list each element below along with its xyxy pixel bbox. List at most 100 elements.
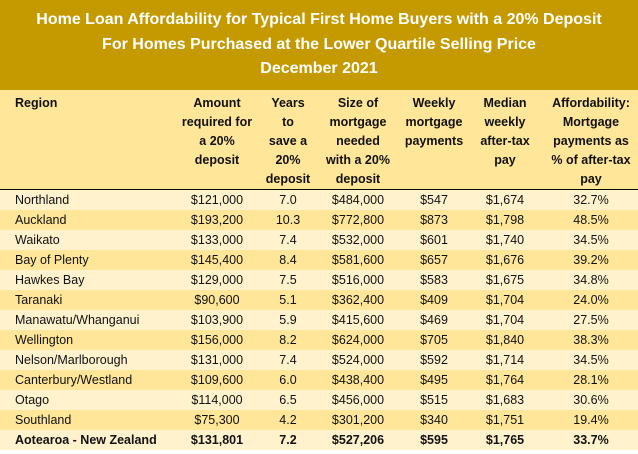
value-cell: 6.5 xyxy=(262,390,314,410)
value-cell: $624,000 xyxy=(314,330,402,350)
value-cell: $415,600 xyxy=(314,310,402,330)
region-cell: Manawatu/Whanganui xyxy=(0,310,172,330)
value-cell: $495 xyxy=(402,370,466,390)
value-cell: $1,714 xyxy=(466,350,544,370)
value-cell: $90,600 xyxy=(172,290,262,310)
value-cell: $1,751 xyxy=(466,410,544,430)
value-cell: $75,300 xyxy=(172,410,262,430)
affordability-table: Region Amount required for a 20% deposit Year… xyxy=(0,90,638,450)
column-header: Years to save a 20% deposit xyxy=(262,90,314,190)
value-cell: $705 xyxy=(402,330,466,350)
value-cell: $1,683 xyxy=(466,390,544,410)
value-cell: 34.8% xyxy=(544,270,638,290)
value-cell: $301,200 xyxy=(314,410,402,430)
value-cell: $1,674 xyxy=(466,189,544,210)
title-line-2: For Homes Purchased at the Lower Quartil… xyxy=(102,35,536,53)
region-cell: Wellington xyxy=(0,330,172,350)
column-header: Weekly mortgage payments xyxy=(402,90,466,190)
column-header: Median weekly after-tax pay xyxy=(466,90,544,190)
header-line: mortgage xyxy=(329,115,387,129)
header-line: deposit xyxy=(335,172,381,186)
header-line: Amount xyxy=(193,96,241,110)
header-line: required for xyxy=(181,115,253,129)
table-row: Manawatu/Whanganui $103,900 5.9 $415,600 $46… xyxy=(0,310,638,330)
value-cell: 32.7% xyxy=(544,189,638,210)
value-cell: 4.2 xyxy=(262,410,314,430)
value-cell: 24.0% xyxy=(544,290,638,310)
value-cell: $193,200 xyxy=(172,210,262,230)
value-cell: $1,798 xyxy=(466,210,544,230)
total-row: Aotearoa - New Zealand $131,801 7.2 $527,20… xyxy=(0,430,638,450)
value-cell: $409 xyxy=(402,290,466,310)
header-line: weekly xyxy=(484,115,526,129)
header-line: Years to xyxy=(271,96,305,129)
header-line: Mortgage xyxy=(562,115,620,129)
region-cell: Canterbury/Westland xyxy=(0,370,172,390)
value-cell: $1,740 xyxy=(466,230,544,250)
value-cell: $131,000 xyxy=(172,350,262,370)
value-cell: 7.0 xyxy=(262,189,314,210)
value-cell: 8.2 xyxy=(262,330,314,350)
value-cell: $601 xyxy=(402,230,466,250)
column-header: Amount required for a 20% deposit xyxy=(172,90,262,190)
header-line: % of after-tax xyxy=(551,153,631,167)
header-line: pay xyxy=(494,153,516,167)
value-cell: $592 xyxy=(402,350,466,370)
table-row: Nelson/Marlborough $131,000 7.4 $524,000 $59… xyxy=(0,350,638,370)
table-row: Wellington $156,000 8.2 $624,000 $705 $1,840 3… xyxy=(0,330,638,350)
value-cell: 19.4% xyxy=(544,410,638,430)
header-line: Region xyxy=(15,96,58,110)
region-cell: Otago xyxy=(0,390,172,410)
value-cell: 28.1% xyxy=(544,370,638,390)
value-cell: 34.5% xyxy=(544,350,638,370)
table-row: Northland $121,000 7.0 $484,000 $547 $1,674 32… xyxy=(0,189,638,210)
header-line: deposit xyxy=(265,172,311,186)
value-cell: 5.1 xyxy=(262,290,314,310)
value-cell: $114,000 xyxy=(172,390,262,410)
region-cell: Hawkes Bay xyxy=(0,270,172,290)
value-cell: $438,400 xyxy=(314,370,402,390)
value-cell: 8.4 xyxy=(262,250,314,270)
value-cell: $129,000 xyxy=(172,270,262,290)
region-cell: Waikato xyxy=(0,230,172,250)
header-line: 20% xyxy=(275,153,301,167)
value-cell: 6.0 xyxy=(262,370,314,390)
value-cell: $1,676 xyxy=(466,250,544,270)
column-header: Affordability: Mortgage payments as % of af… xyxy=(544,90,638,190)
region-cell: Nelson/Marlborough xyxy=(0,350,172,370)
header-line: with a 20% xyxy=(326,153,390,167)
value-cell: $1,765 xyxy=(466,430,544,450)
header-line: a 20% xyxy=(199,134,235,148)
header-line: payments xyxy=(404,134,464,148)
value-cell: 7.2 xyxy=(262,430,314,450)
value-cell: $1,840 xyxy=(466,330,544,350)
value-cell: $156,000 xyxy=(172,330,262,350)
value-cell: $595 xyxy=(402,430,466,450)
value-cell: $1,675 xyxy=(466,270,544,290)
value-cell: 48.5% xyxy=(544,210,638,230)
value-cell: 39.2% xyxy=(544,250,638,270)
value-cell: $131,801 xyxy=(172,430,262,450)
table-row: Bay of Plenty $145,400 8.4 $581,600 $657 $1,6… xyxy=(0,250,638,270)
value-cell: $657 xyxy=(402,250,466,270)
value-cell: $583 xyxy=(402,270,466,290)
value-cell: $145,400 xyxy=(172,250,262,270)
region-cell: Northland xyxy=(0,189,172,210)
value-cell: 7.4 xyxy=(262,230,314,250)
value-cell: $772,800 xyxy=(314,210,402,230)
region-cell: Taranaki xyxy=(0,290,172,310)
value-cell: $340 xyxy=(402,410,466,430)
value-cell: 38.3% xyxy=(544,330,638,350)
value-cell: 33.7% xyxy=(544,430,638,450)
header-line: after-tax xyxy=(480,134,530,148)
value-cell: $109,600 xyxy=(172,370,262,390)
header-line: needed xyxy=(336,134,380,148)
value-cell: 7.4 xyxy=(262,350,314,370)
value-cell: $469 xyxy=(402,310,466,330)
header-line: deposit xyxy=(194,153,240,167)
header-line: Median xyxy=(483,96,527,110)
table-row: Taranaki $90,600 5.1 $362,400 $409 $1,704 24.0… xyxy=(0,290,638,310)
value-cell: $121,000 xyxy=(172,189,262,210)
value-cell: $532,000 xyxy=(314,230,402,250)
header-line: pay xyxy=(580,172,602,186)
